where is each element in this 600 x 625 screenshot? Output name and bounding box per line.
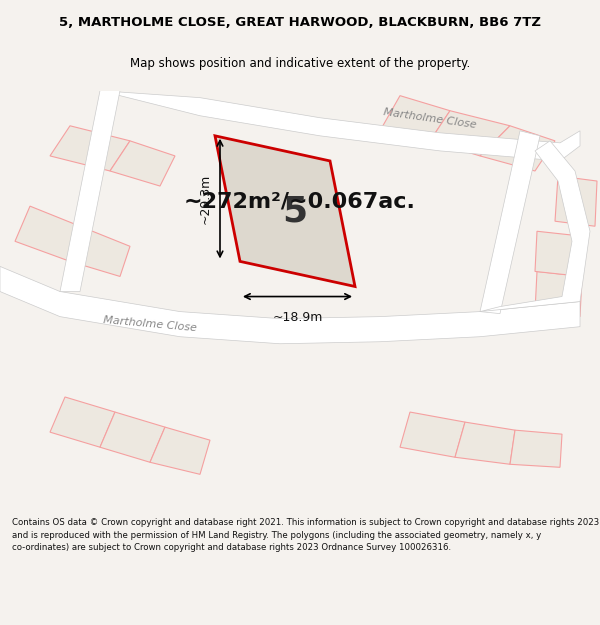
Text: 5, MARTHOLME CLOSE, GREAT HARWOOD, BLACKBURN, BB6 7TZ: 5, MARTHOLME CLOSE, GREAT HARWOOD, BLACK… bbox=[59, 16, 541, 29]
Text: ~18.9m: ~18.9m bbox=[272, 311, 323, 324]
Polygon shape bbox=[535, 271, 582, 317]
Polygon shape bbox=[555, 176, 597, 226]
Polygon shape bbox=[535, 231, 583, 276]
Polygon shape bbox=[510, 430, 562, 468]
Polygon shape bbox=[100, 91, 580, 161]
Text: ~272m²/~0.067ac.: ~272m²/~0.067ac. bbox=[184, 191, 416, 211]
Polygon shape bbox=[100, 412, 165, 462]
Polygon shape bbox=[380, 96, 450, 141]
Text: Martholme Close: Martholme Close bbox=[383, 107, 477, 130]
Text: Map shows position and indicative extent of the property.: Map shows position and indicative extent… bbox=[130, 57, 470, 70]
Polygon shape bbox=[60, 91, 120, 291]
Polygon shape bbox=[400, 412, 465, 458]
Polygon shape bbox=[70, 226, 130, 276]
Text: Martholme Close: Martholme Close bbox=[103, 314, 197, 332]
Polygon shape bbox=[50, 126, 130, 171]
Polygon shape bbox=[150, 427, 210, 474]
Polygon shape bbox=[480, 126, 555, 171]
Text: 5: 5 bbox=[283, 194, 308, 228]
Text: Contains OS data © Crown copyright and database right 2021. This information is : Contains OS data © Crown copyright and d… bbox=[12, 518, 599, 552]
Polygon shape bbox=[50, 397, 115, 448]
Polygon shape bbox=[0, 266, 580, 344]
Polygon shape bbox=[480, 131, 540, 314]
Polygon shape bbox=[455, 422, 515, 464]
Polygon shape bbox=[110, 141, 175, 186]
Polygon shape bbox=[215, 136, 355, 286]
Polygon shape bbox=[15, 206, 80, 261]
Text: ~29.3m: ~29.3m bbox=[199, 174, 212, 224]
Polygon shape bbox=[480, 141, 590, 312]
Polygon shape bbox=[430, 111, 510, 156]
